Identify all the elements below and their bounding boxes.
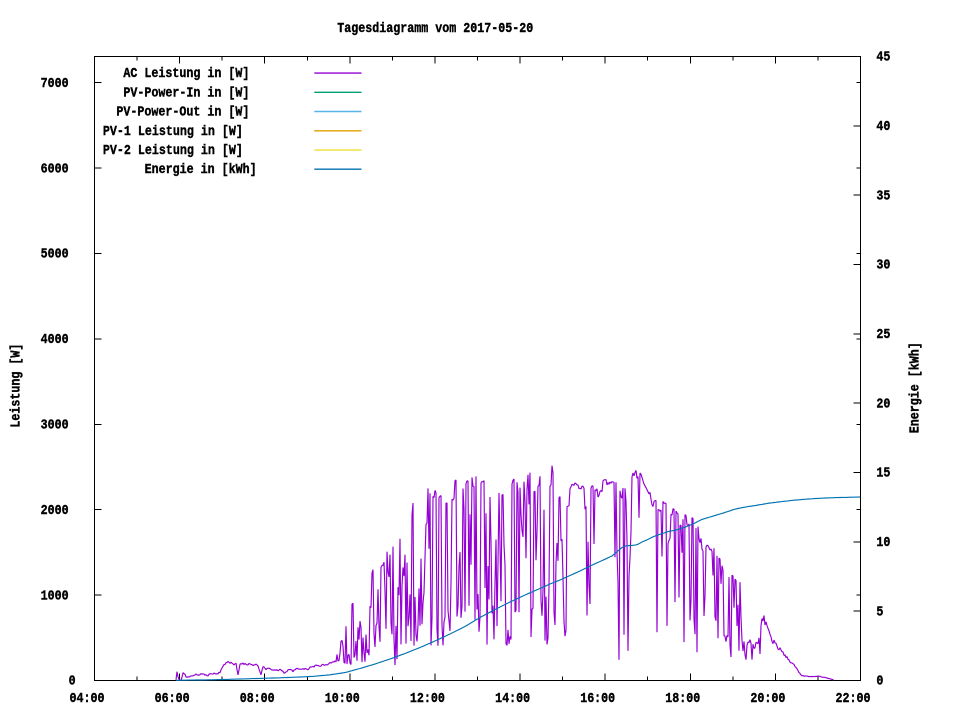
svg-text:10:00: 10:00 (325, 691, 360, 707)
svg-text:25: 25 (876, 327, 890, 343)
svg-text:Energie [kWh]: Energie [kWh] (908, 342, 924, 433)
svg-text:PV-Power-Out in [W]: PV-Power-Out in [W] (116, 105, 249, 121)
svg-text:PV-2 Leistung in [W]: PV-2 Leistung in [W] (103, 143, 243, 159)
svg-text:14:00: 14:00 (495, 691, 530, 707)
svg-text:PV-Power-In in [W]: PV-Power-In in [W] (123, 85, 249, 101)
svg-text:40: 40 (876, 119, 890, 135)
svg-text:18:00: 18:00 (665, 691, 700, 707)
svg-text:30: 30 (876, 258, 890, 274)
svg-text:PV-1 Leistung in [W]: PV-1 Leistung in [W] (103, 124, 243, 140)
svg-text:20: 20 (876, 396, 890, 412)
svg-text:06:00: 06:00 (155, 691, 190, 707)
svg-text:AC Leistung in [W]: AC Leistung in [W] (123, 66, 249, 82)
svg-text:16:00: 16:00 (580, 691, 615, 707)
svg-text:6000: 6000 (41, 161, 69, 177)
svg-text:35: 35 (876, 188, 890, 204)
svg-text:15: 15 (876, 466, 890, 482)
svg-text:45: 45 (876, 50, 890, 66)
svg-text:08:00: 08:00 (240, 691, 275, 707)
svg-text:Energie in [kWh]: Energie in [kWh] (145, 162, 257, 178)
svg-text:10: 10 (876, 535, 890, 551)
svg-text:Leistung [W]: Leistung [W] (9, 344, 25, 428)
svg-text:1000: 1000 (41, 588, 69, 604)
svg-text:5000: 5000 (41, 247, 69, 263)
svg-text:3000: 3000 (41, 418, 69, 434)
svg-text:04:00: 04:00 (70, 691, 105, 707)
svg-text:22:00: 22:00 (836, 691, 871, 707)
svg-text:4000: 4000 (41, 332, 69, 348)
svg-text:5: 5 (876, 604, 883, 620)
svg-text:0: 0 (876, 674, 883, 690)
svg-text:Tagesdiagramm vom 2017-05-20: Tagesdiagramm vom 2017-05-20 (337, 21, 533, 37)
svg-text:7000: 7000 (41, 76, 69, 92)
svg-text:0: 0 (69, 674, 76, 690)
svg-text:2000: 2000 (41, 503, 69, 519)
svg-text:12:00: 12:00 (410, 691, 445, 707)
svg-text:20:00: 20:00 (750, 691, 785, 707)
